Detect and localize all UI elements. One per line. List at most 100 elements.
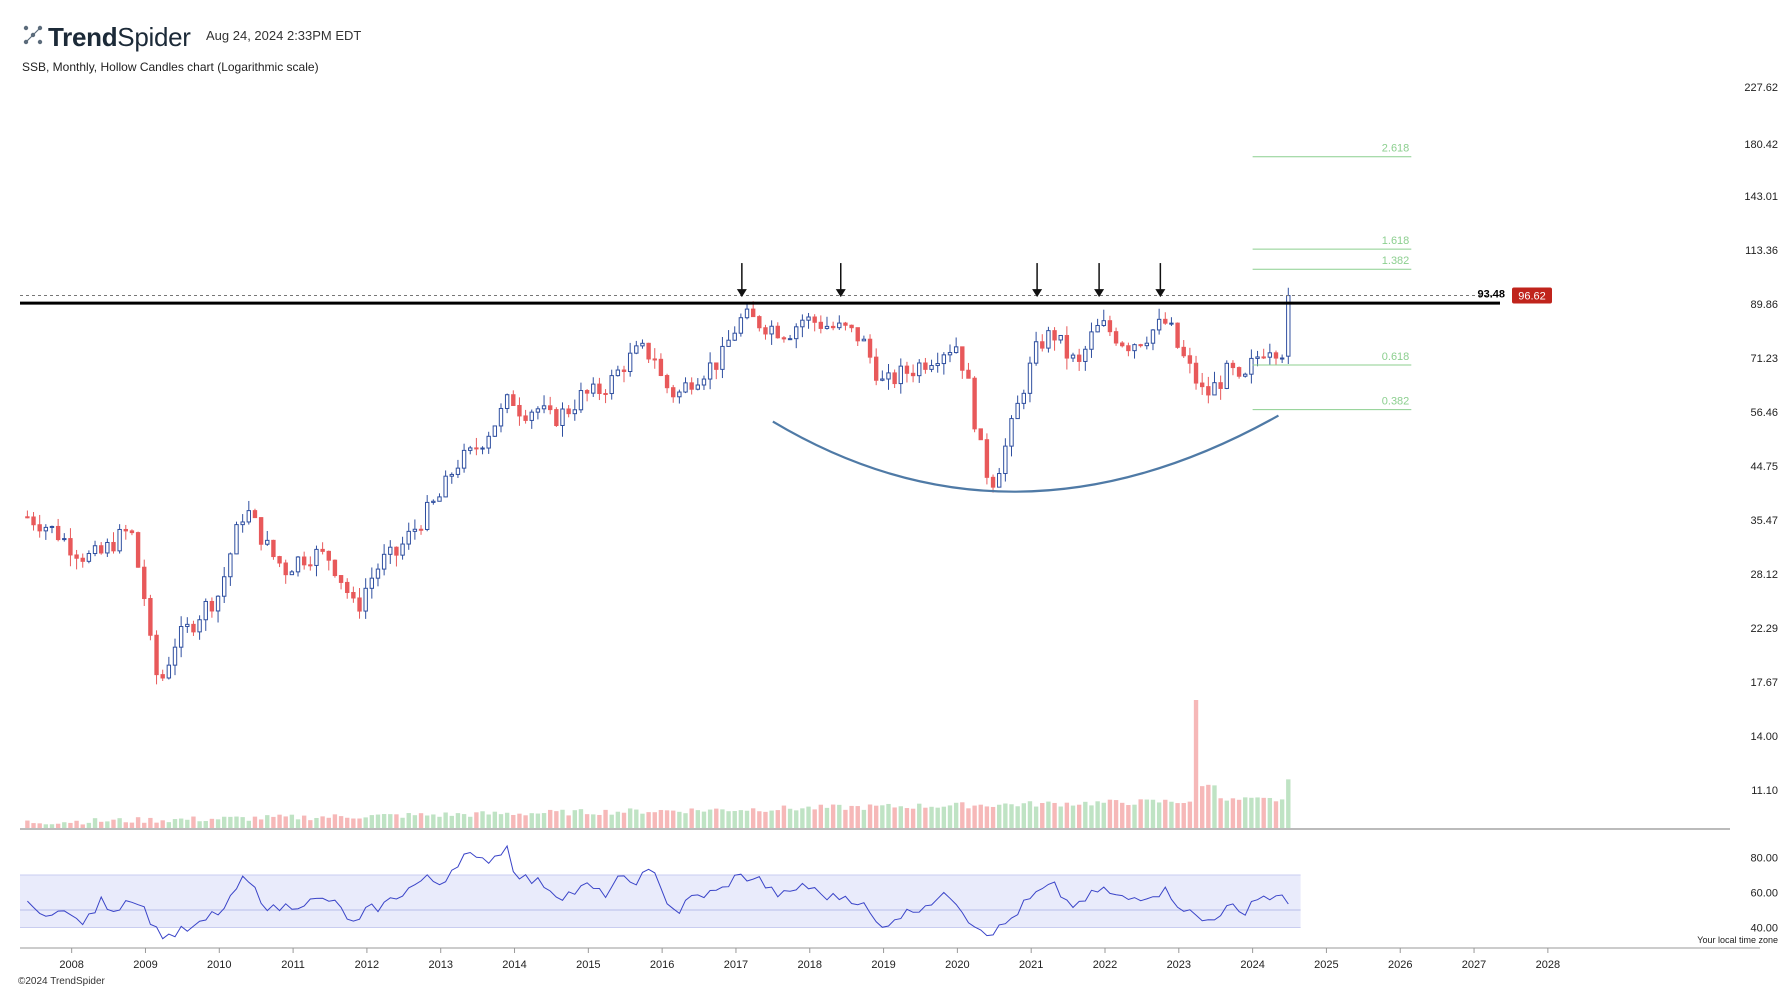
candle-body <box>363 587 368 612</box>
volume-bar <box>1052 802 1057 828</box>
price-axis-tick: 180.42 <box>1744 139 1778 151</box>
volume-bar <box>215 819 221 828</box>
candle-body <box>1052 330 1057 341</box>
candle-body <box>1150 329 1156 344</box>
volume-bar <box>917 803 922 828</box>
volume-bar <box>929 806 934 828</box>
volume-bar <box>166 822 172 828</box>
candle-body <box>289 571 295 576</box>
candle-body <box>1076 354 1082 362</box>
volume-bar <box>935 807 940 828</box>
candle-body <box>990 476 996 488</box>
volume-bar <box>781 805 787 828</box>
volume-bar <box>978 804 983 828</box>
candle-body <box>431 500 436 503</box>
x-axis-tick: 2027 <box>1462 959 1486 971</box>
volume-bar <box>541 813 547 828</box>
candle-body <box>418 528 424 531</box>
candle-body <box>375 568 381 579</box>
candle-body <box>1046 330 1051 349</box>
candle-body <box>597 383 602 394</box>
rsi-pane <box>20 844 1301 940</box>
volume-bar <box>258 819 264 828</box>
volume-bar <box>849 805 854 828</box>
price-axis-tick: 28.12 <box>1750 569 1778 581</box>
candle-body <box>640 342 645 347</box>
candle-body <box>997 473 1002 488</box>
candle-body <box>388 546 393 555</box>
volume-bar <box>37 823 42 828</box>
touch-arrow-head-icon <box>1155 289 1166 298</box>
candle-body <box>855 327 860 342</box>
volume-bar <box>62 822 67 828</box>
candle-body <box>1021 392 1027 404</box>
candle-body <box>468 447 473 451</box>
candle-body <box>627 352 633 373</box>
volume-bar <box>953 802 959 828</box>
axes: 227.62 180.42 143.01 113.36 89.86 71.23 56.46 4… <box>20 82 1778 971</box>
candle-body <box>935 363 940 367</box>
volume-bar <box>1015 806 1020 828</box>
candle-body <box>283 562 288 576</box>
candle-body <box>123 528 128 532</box>
volume-bar <box>135 817 141 828</box>
candle-body <box>142 566 147 600</box>
volume-bar <box>1107 799 1113 828</box>
candle-body <box>332 559 338 577</box>
price-axis-tick: 11.10 <box>1751 785 1778 797</box>
volume-bar <box>1243 797 1248 828</box>
volume-bar <box>111 819 116 828</box>
volume-bar <box>252 816 258 828</box>
candle-body <box>1212 382 1217 396</box>
volume-bar <box>295 819 301 828</box>
rsi-line <box>27 844 1289 940</box>
volume-bar <box>492 811 498 828</box>
candle-body <box>135 532 141 568</box>
price-axis-tick: 17.67 <box>1750 677 1778 689</box>
candle-body <box>437 496 442 502</box>
candle-body <box>25 516 30 519</box>
volume-bar <box>55 823 61 828</box>
brand-name[interactable]: TrendSpider <box>48 22 191 52</box>
volume-bar <box>535 813 541 828</box>
volume-bar <box>86 822 92 828</box>
volume-bar <box>1212 785 1217 828</box>
volume-bar <box>511 814 516 828</box>
candle-body <box>449 473 454 477</box>
volume-bar <box>117 818 122 828</box>
volume-bar <box>234 816 239 828</box>
volume-bar <box>1261 797 1266 828</box>
volume-bar <box>1255 797 1260 828</box>
candle-body <box>1169 322 1174 325</box>
candle-body <box>584 390 590 394</box>
volume-bar <box>1101 802 1106 828</box>
volume-bar <box>43 824 49 828</box>
candle-body <box>400 543 405 556</box>
price-axis-tick: 113.36 <box>1745 245 1778 257</box>
candle-body <box>443 475 448 498</box>
volume-bar <box>486 814 491 828</box>
candle-body <box>308 564 313 567</box>
candle-body <box>357 597 362 612</box>
volume-bar <box>886 803 891 828</box>
candle-body <box>837 322 842 329</box>
fib-level-label: 1.382 <box>1382 255 1410 267</box>
timezone-note: Your local time zone <box>1697 935 1778 945</box>
volume-bar <box>455 813 461 828</box>
volume-bar <box>449 815 454 828</box>
candle-body <box>886 372 891 380</box>
candle-body <box>701 378 707 386</box>
volume-bar <box>277 814 282 828</box>
last-price-badge <box>1512 287 1552 304</box>
candle-body <box>904 365 910 374</box>
volume-bar <box>830 804 836 828</box>
candle-body <box>461 449 467 469</box>
volume-bar <box>1150 799 1156 828</box>
volume-bar <box>947 805 953 828</box>
candle-body <box>1064 334 1070 359</box>
candle-body <box>68 538 73 556</box>
volume-bar <box>105 821 110 828</box>
candle-body <box>1279 357 1285 360</box>
volume-bar <box>68 822 73 828</box>
volume-bar <box>369 815 375 828</box>
